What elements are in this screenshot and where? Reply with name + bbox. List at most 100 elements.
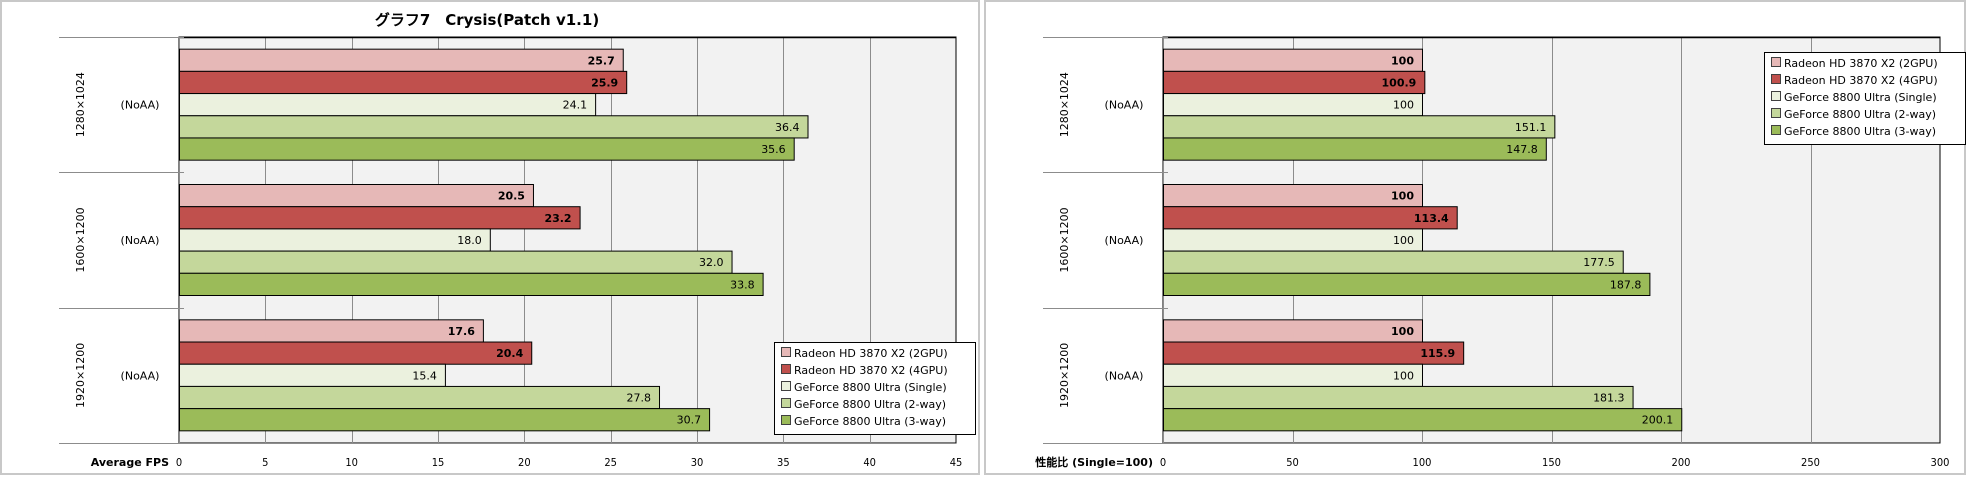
bar — [1163, 385, 1634, 410]
x-tick-label: 100 — [1413, 456, 1432, 469]
legend-entry-label: Radeon HD 3870 X2 (2GPU) — [794, 347, 948, 360]
data-label: 35.6 — [761, 143, 786, 156]
data-label: 20.4 — [496, 347, 523, 360]
data-label: 100.9 — [1382, 76, 1417, 89]
bar — [179, 228, 491, 252]
data-label: 100 — [1393, 234, 1414, 247]
legend-entry-label: Radeon HD 3870 X2 (2GPU) — [1784, 57, 1938, 70]
legend-box — [774, 342, 976, 435]
x-tick-label: 300 — [1931, 456, 1950, 469]
data-label: 23.2 — [544, 212, 571, 225]
data-label: 115.9 — [1420, 347, 1455, 360]
legend: Radeon HD 3870 X2 (2GPU) Radeon HD 3870 X… — [1764, 52, 1966, 145]
x-tick-label: 10 — [345, 456, 358, 469]
legend-swatch — [1771, 91, 1781, 101]
data-label: 100 — [1391, 54, 1414, 67]
bar — [1163, 93, 1423, 117]
data-label: 151.1 — [1515, 121, 1547, 134]
x-tick-label: 200 — [1672, 456, 1691, 469]
bar — [1163, 319, 1423, 343]
data-label: 147.8 — [1506, 143, 1538, 156]
legend-swatch — [781, 381, 791, 391]
data-label: 24.1 — [563, 99, 588, 112]
bar — [179, 70, 628, 95]
legend-swatch — [1771, 108, 1781, 118]
legend-entry-label: GeForce 8800 Ultra (Single) — [794, 381, 947, 394]
bar — [1163, 408, 1683, 432]
bar — [179, 385, 661, 410]
data-label: 33.8 — [730, 278, 755, 291]
bar — [1163, 48, 1423, 72]
bar — [179, 363, 446, 387]
bar — [179, 272, 764, 296]
data-label: 113.4 — [1414, 212, 1449, 225]
ratio-chart: 1280×1024 (NoAA) 100 100.9 100 151.1 147.8 1600… — [1035, 36, 1966, 469]
category-resolution-label: 1280×1024 — [74, 72, 87, 137]
legend-swatch — [781, 364, 791, 374]
data-label: 181.3 — [1593, 392, 1625, 405]
chart-panel-ratio: 1280×1024 (NoAA) 100 100.9 100 151.1 147.8 1600… — [984, 0, 1966, 475]
legend-entry-label: GeForce 8800 Ultra (3-way) — [1784, 125, 1936, 138]
x-tick-label: 150 — [1542, 456, 1561, 469]
x-tick-label: 250 — [1801, 456, 1820, 469]
bar — [1163, 341, 1465, 365]
legend-entry-label: GeForce 8800 Ultra (Single) — [1784, 91, 1937, 104]
legend-entry-label: Radeon HD 3870 X2 (4GPU) — [794, 364, 948, 377]
data-label: 25.7 — [588, 54, 615, 67]
bar — [179, 341, 533, 365]
bar — [1163, 184, 1423, 208]
bar — [1163, 228, 1423, 252]
category-resolution-label: 1920×1200 — [1058, 343, 1071, 408]
legend-entry-label: GeForce 8800 Ultra (2-way) — [794, 398, 946, 411]
category-setting-label: (NoAA) — [1105, 369, 1144, 382]
data-label: 177.5 — [1583, 256, 1615, 269]
legend-swatch — [781, 347, 791, 357]
x-tick-label: 20 — [518, 456, 531, 469]
data-label: 100 — [1391, 325, 1414, 338]
x-tick-label: 30 — [691, 456, 704, 469]
x-axis-label: 性能比 (Single=100) — [1035, 455, 1153, 469]
category-setting-label: (NoAA) — [121, 99, 160, 112]
data-label: 20.5 — [498, 190, 525, 203]
bar — [1163, 250, 1624, 274]
data-label: 36.4 — [775, 121, 800, 134]
data-label: 200.1 — [1642, 414, 1674, 427]
bar — [179, 184, 534, 208]
data-label: 100 — [1391, 190, 1414, 203]
legend-entry-label: GeForce 8800 Ultra (3-way) — [794, 415, 946, 428]
data-label: 32.0 — [699, 256, 724, 269]
bar — [179, 115, 809, 139]
x-tick-label: 35 — [777, 456, 790, 469]
bar — [1163, 363, 1423, 387]
x-tick-label: 45 — [950, 456, 963, 469]
x-tick-label: 0 — [176, 456, 182, 469]
bar — [179, 93, 597, 117]
data-label: 17.6 — [448, 325, 475, 338]
bar — [179, 250, 733, 274]
data-label: 18.0 — [457, 234, 482, 247]
category-resolution-label: 1600×1200 — [74, 207, 87, 272]
fps-chart: グラフ7 Crysis(Patch v1.1) 1280×1024 (NoAA) 25… — [59, 11, 976, 469]
category-setting-label: (NoAA) — [121, 234, 160, 247]
data-label: 27.8 — [627, 392, 652, 405]
category-setting-label: (NoAA) — [1105, 99, 1144, 112]
legend-swatch — [1771, 74, 1781, 84]
chart-title: グラフ7 Crysis(Patch v1.1) — [375, 11, 599, 29]
legend-swatch — [781, 398, 791, 408]
x-axis-label: Average FPS — [91, 456, 169, 469]
bar — [179, 137, 795, 161]
category-resolution-label: 1280×1024 — [1058, 72, 1071, 137]
bar — [1163, 137, 1547, 161]
bar — [1163, 115, 1556, 139]
data-label: 30.7 — [677, 414, 702, 427]
x-tick-label: 0 — [1160, 456, 1166, 469]
category-setting-label: (NoAA) — [1105, 234, 1144, 247]
bar — [179, 206, 581, 230]
legend-swatch — [1771, 125, 1781, 135]
data-label: 187.8 — [1610, 278, 1642, 291]
x-tick-label: 40 — [863, 456, 876, 469]
data-label: 100 — [1393, 369, 1414, 382]
legend-entry-label: GeForce 8800 Ultra (2-way) — [1784, 108, 1936, 121]
data-label: 25.9 — [591, 76, 618, 89]
x-tick-label: 5 — [262, 456, 268, 469]
